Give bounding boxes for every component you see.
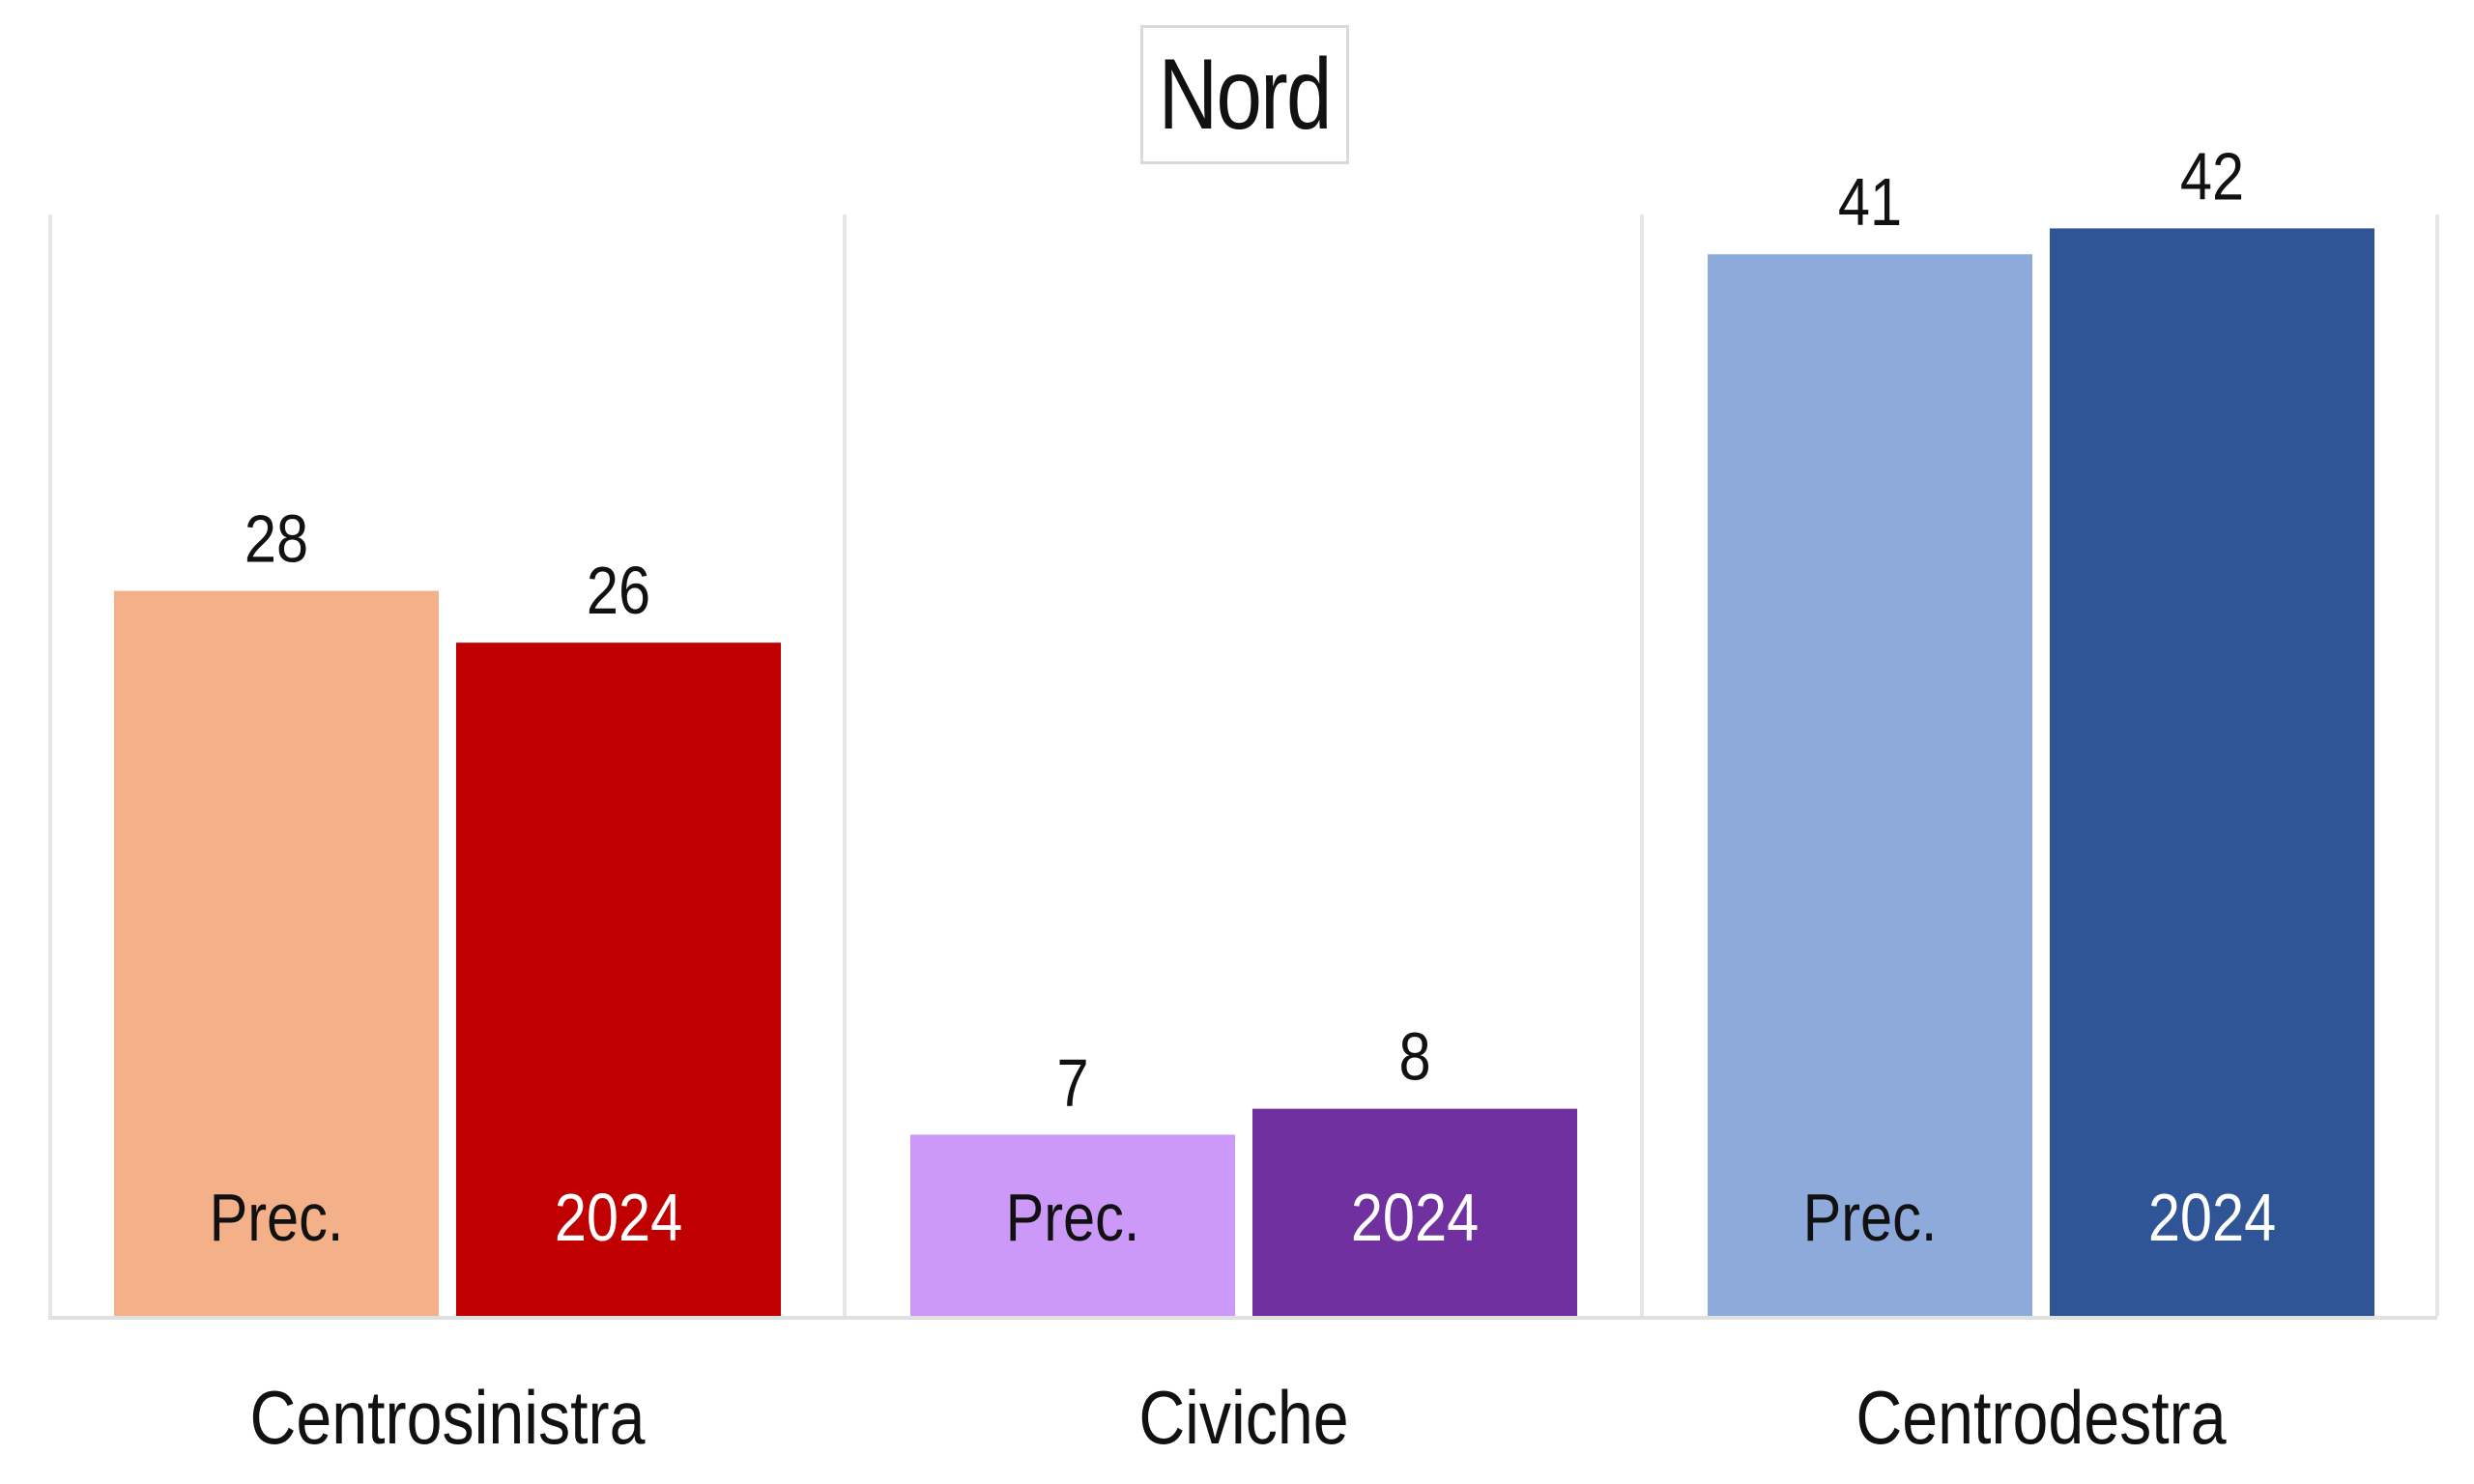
data-label: 7 [1056,1044,1088,1121]
series-label-in-bar: Prec. [210,1179,344,1255]
bar-centrodestra-2024 [2050,228,2374,1316]
data-label: 42 [2180,138,2244,214]
data-label: 41 [1838,164,1902,241]
series-label-in-bar: 2024 [2148,1179,2276,1255]
series-label-in-bar: Prec. [1006,1179,1140,1255]
bar-civiche-2024 [1252,1108,1577,1316]
data-label: 8 [1398,1018,1430,1095]
data-label: 28 [245,500,308,577]
series-label-in-bar: 2024 [555,1179,682,1255]
category-label: Civiche [1138,1376,1348,1460]
chart-title: Nord [1158,38,1333,151]
data-label: 26 [587,553,650,629]
bar-centrosinistra-2024 [456,642,781,1316]
category-label: Centrodestra [1856,1376,2227,1460]
bar-centrodestra-prec [1708,254,2032,1317]
bar-civiche-prec [910,1134,1235,1316]
series-label-in-bar: 2024 [1351,1179,1479,1255]
chart-title-box: Nord [1140,25,1349,164]
series-label-in-bar: Prec. [1803,1179,1938,1255]
category-label: Centrosinistra [250,1376,647,1460]
bar-centrosinistra-prec [114,590,439,1316]
